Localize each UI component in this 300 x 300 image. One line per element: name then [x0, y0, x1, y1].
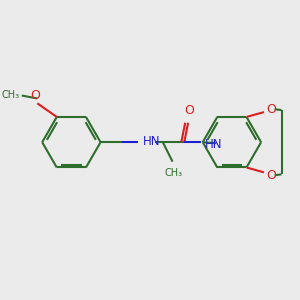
Text: CH₃: CH₃ — [164, 167, 183, 178]
Text: O: O — [30, 89, 40, 102]
Text: O: O — [266, 169, 276, 182]
Text: CH₃: CH₃ — [2, 90, 20, 100]
Text: O: O — [184, 104, 194, 117]
Text: HN: HN — [205, 138, 222, 151]
Text: O: O — [266, 103, 276, 116]
Text: HN: HN — [142, 135, 160, 148]
